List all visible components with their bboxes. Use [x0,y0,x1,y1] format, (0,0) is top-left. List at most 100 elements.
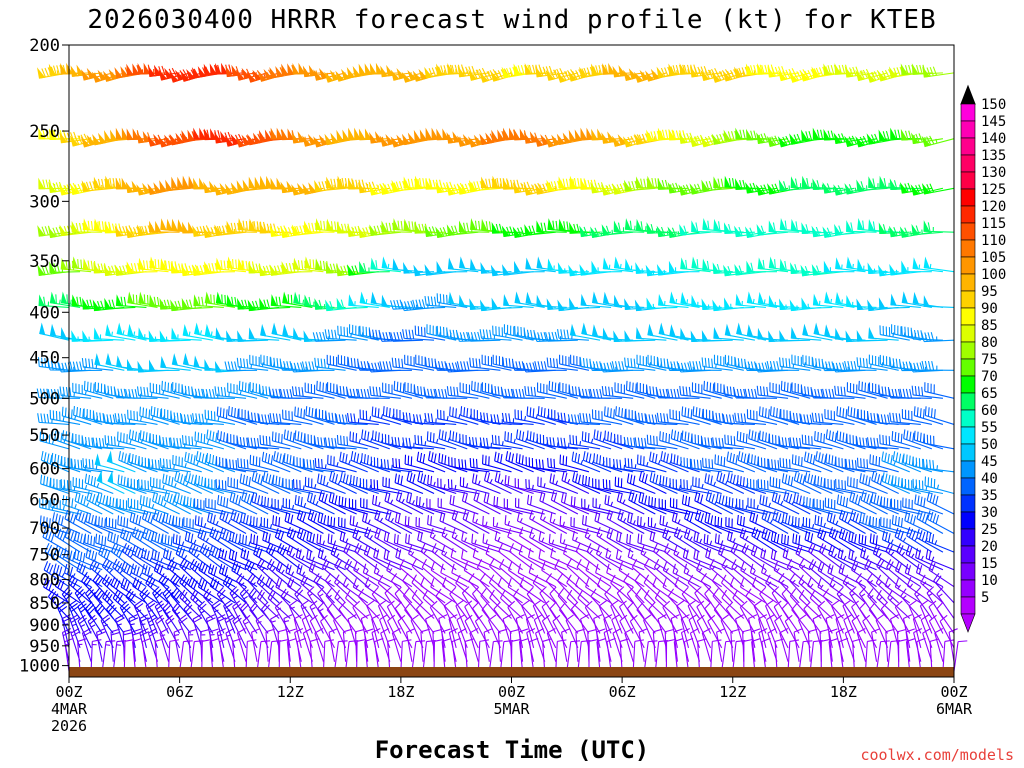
wind-barb [126,128,158,141]
barb-feather [443,65,448,75]
barb-flag [403,176,410,189]
barb-feather [225,409,228,419]
barb-flag [280,181,289,194]
barb-feather [132,294,135,304]
barb-feather [504,431,506,441]
barb-half-feather [677,231,680,236]
barb-feather [776,408,778,418]
barb-feather [774,66,780,76]
barb-feather [849,67,854,77]
wind-barb [612,65,645,78]
wind-barb [358,63,390,76]
barb-flag [319,67,329,80]
barb-flag [479,71,489,83]
barb-flag [147,65,156,77]
barb-flag [812,127,820,140]
barb-feather [793,72,799,81]
barb-feather [362,182,367,192]
barb-feather [349,431,351,441]
barb-feather [739,432,742,442]
barb-flag [242,179,251,192]
barb-feather [45,129,49,139]
barb-flag [60,291,68,305]
barb-feather [741,67,746,77]
barb-flag [407,132,417,145]
barb-flag [799,70,810,82]
barb-flag [534,135,544,147]
barb-flag [104,130,112,142]
barb-feather [696,135,703,145]
barb-flag [219,182,229,195]
barb-flag [38,177,45,190]
barb-feather [904,130,909,140]
barb-feather [373,185,378,194]
barb-flag [622,136,633,148]
wind-barb [159,179,191,192]
barb-flag [407,69,418,81]
barb-flag [49,291,57,305]
barb-half-feather [587,71,590,77]
barb-flag [734,66,743,79]
barb-feather [77,259,79,269]
wind-barb [656,66,689,79]
barb-feather [336,434,339,445]
barb-feather [217,130,221,140]
barb-feather [884,69,891,79]
barb-flag [379,183,389,195]
barb-flag [199,127,206,140]
barb-feather [241,381,244,391]
barb-flag [612,65,621,78]
barb-flag [668,63,676,76]
barb-flag [330,132,340,145]
barb-feather [694,67,699,77]
barb-flag [436,128,444,141]
barb-feather [265,436,268,446]
barb-flag [36,67,46,79]
barb-flag [352,65,362,78]
barb-feather [686,133,691,143]
barb-feather [672,130,677,140]
barb-feather [581,431,584,441]
barb-feather [862,135,869,145]
barb-half-feather [579,441,582,446]
barb-feather [497,70,504,79]
barb-feather [830,64,835,75]
barb-flag [104,175,112,188]
barb-feather [933,409,936,419]
barb-feather [882,131,887,141]
barb-flag [358,128,366,141]
barb-feather [904,326,906,336]
barb-flag [618,65,627,77]
barb-feather [820,432,822,443]
barb-half-feather [830,298,833,304]
barb-half-feather [910,231,912,236]
wind-barb [413,129,446,142]
barb-flag [855,136,865,148]
barb-flag [115,127,123,140]
barb-feather [74,136,80,145]
barb-feather [455,408,457,418]
barb-feather [707,135,714,145]
barb-flag [297,182,306,195]
barb-feather [916,64,920,75]
barb-feather [344,178,348,188]
barb-flag [878,129,886,142]
barb-flag [419,129,428,142]
barb-feather [56,65,60,75]
barb-feather [560,72,567,81]
wind-barb [833,132,866,145]
barb-half-feather [763,299,766,304]
barb-feather [780,380,783,391]
barb-feather [750,65,754,75]
barb-flag [767,65,776,78]
barb-half-feather [252,71,255,77]
barb-flag [109,129,118,142]
barb-half-feather [210,331,213,337]
barb-flag [171,176,178,189]
barb-feather [918,133,923,143]
barb-flag [108,69,119,81]
barb-flag [70,65,79,77]
barb-feather [171,67,177,77]
barb-flag [689,135,699,147]
barb-feather [785,69,791,79]
